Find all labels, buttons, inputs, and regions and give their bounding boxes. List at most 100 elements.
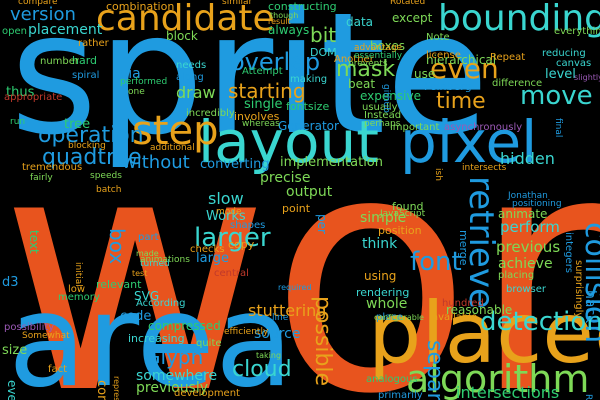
cloud-word-slightly: slightly: [574, 73, 600, 82]
cloud-word-rotated: Rotated: [390, 0, 425, 7]
cloud-word-collision: collision: [578, 222, 600, 343]
cloud-word-central: central: [214, 268, 249, 279]
cloud-word-license: license: [426, 50, 461, 61]
cloud-word-available: available: [432, 312, 477, 323]
cloud-word-algorithm: algorithm: [406, 357, 589, 400]
cloud-word-version: version: [10, 4, 76, 25]
cloud-word-expensive: expensive: [360, 89, 421, 103]
cloud-word-quite: quite: [196, 338, 222, 349]
cloud-word-browser: browser: [506, 284, 547, 295]
cloud-word-fairly: fairly: [30, 173, 53, 183]
cloud-word-layout: layout: [198, 108, 379, 176]
cloud-word-batch: batch: [96, 185, 121, 195]
cloud-word-boxes: boxes: [370, 39, 405, 53]
cloud-word-even: even: [430, 52, 499, 85]
cloud-word-along: along: [176, 72, 204, 83]
cloud-word-difference: difference: [492, 78, 542, 89]
cloud-word-number: number: [40, 56, 80, 67]
cloud-word-checks: checks: [190, 244, 225, 255]
cloud-word-representing: representing: [112, 376, 121, 400]
cloud-word-point: point: [282, 202, 311, 215]
cloud-word-spiral: spiral: [72, 70, 99, 81]
cloud-word-implementation: implementation: [280, 155, 383, 170]
cloud-word-svg: SVG: [134, 289, 159, 303]
cloud-word-font: font: [410, 247, 462, 277]
cloud-word-beat: beat: [348, 77, 375, 91]
cloud-word-according: According: [136, 298, 186, 309]
cloud-word-shapes: shapes: [230, 220, 265, 231]
cloud-word-via: via: [120, 66, 141, 82]
cloud-word-previous: previous: [496, 238, 560, 256]
cloud-word-simple: simple: [360, 210, 406, 226]
cloud-word-efficiently: efficiently: [224, 327, 269, 337]
cloud-word-tree: tree: [64, 117, 90, 132]
cloud-word-result: result: [268, 17, 291, 26]
cloud-word-ish: ish: [433, 168, 443, 181]
cloud-word-bounding: bounding: [438, 0, 600, 39]
cloud-word-analogous: analogous: [366, 374, 418, 385]
cloud-word-previously: previously: [136, 380, 208, 396]
cloud-word-data: data: [346, 15, 373, 29]
cloud-word-retrieving: Retrieving: [583, 394, 593, 400]
cloud-word-code: code: [120, 309, 151, 324]
cloud-word-separately: separately: [422, 340, 447, 400]
cloud-word-detection: detection: [480, 307, 600, 337]
cloud-word-slow: slow: [208, 189, 244, 208]
cloud-word-configurable: configurable: [374, 313, 424, 322]
cloud-word-hundred: hundred: [442, 298, 484, 309]
cloud-word-speeds: speeds: [90, 171, 122, 181]
cloud-word-asynchronously: asynchronously: [444, 122, 522, 133]
cloud-word-animations: animations: [140, 255, 190, 265]
cloud-word-every: every: [5, 380, 19, 400]
cloud-word-perhaps: perhaps: [364, 119, 401, 129]
cloud-word-repeat: Repeat: [490, 52, 525, 63]
cloud-word-perform: perform: [500, 218, 560, 236]
cloud-word-whereas: whereas: [242, 119, 280, 129]
cloud-word-similar: similar: [222, 0, 252, 7]
cloud-word-test: test: [132, 269, 147, 278]
cloud-word-except: except: [392, 11, 433, 25]
cloud-word-making: making: [290, 74, 327, 85]
cloud-word-feinberg: Feinberg: [424, 80, 472, 93]
cloud-word-incredibly: incredibly: [186, 108, 235, 119]
cloud-word-mode: mode: [216, 207, 242, 217]
cloud-word-candidate: candidate: [96, 0, 275, 39]
cloud-word-constructing: constructing: [268, 0, 337, 13]
cloud-word-tremendous: tremendous: [22, 162, 82, 173]
cloud-word-github: github: [381, 84, 391, 113]
cloud-word-relevant: relevant: [96, 278, 142, 291]
cloud-word-comparing: comparing: [94, 380, 109, 400]
cloud-word-operation: operation: [38, 123, 144, 148]
cloud-word-text: text: [27, 230, 41, 254]
cloud-word-appropriate: appropriate: [4, 92, 62, 103]
cloud-word-larger: larger: [194, 223, 271, 253]
cloud-word-compare: compare: [18, 0, 58, 7]
cloud-word-cloud: cloud: [232, 357, 292, 382]
cloud-word-level: level: [545, 67, 576, 82]
cloud-word-without: without: [122, 152, 190, 173]
cloud-word-jonathan: Jonathan: [507, 191, 548, 201]
cloud-word-think: think: [362, 236, 398, 252]
cloud-word-one: one: [128, 87, 145, 97]
cloud-word-note: Note: [426, 32, 450, 43]
cloud-word-primarily: primarily: [378, 390, 423, 400]
cloud-word-low: low: [68, 284, 85, 295]
cloud-word-overlap: overlap: [230, 48, 320, 76]
cloud-word-source: source: [254, 326, 301, 342]
cloud-word-fontsize: fontsize: [286, 100, 329, 113]
cloud-word-generator: Generator: [278, 119, 339, 133]
cloud-word-javascript: JavaScript: [379, 209, 426, 219]
cloud-word-memory: memory: [58, 292, 100, 303]
cloud-word-word: word: [0, 82, 600, 400]
cloud-word-use: use: [414, 67, 435, 81]
cloud-word-initial: initial: [73, 262, 83, 287]
cloud-word-reducing: reducing: [542, 48, 586, 59]
cloud-word-stuttering: stuttering: [248, 301, 326, 320]
cloud-word-position: position: [378, 224, 422, 237]
cloud-word-copy: copy: [228, 238, 255, 251]
cloud-word-thus: thus: [6, 85, 35, 100]
cloud-word-fact: fact: [48, 364, 67, 375]
